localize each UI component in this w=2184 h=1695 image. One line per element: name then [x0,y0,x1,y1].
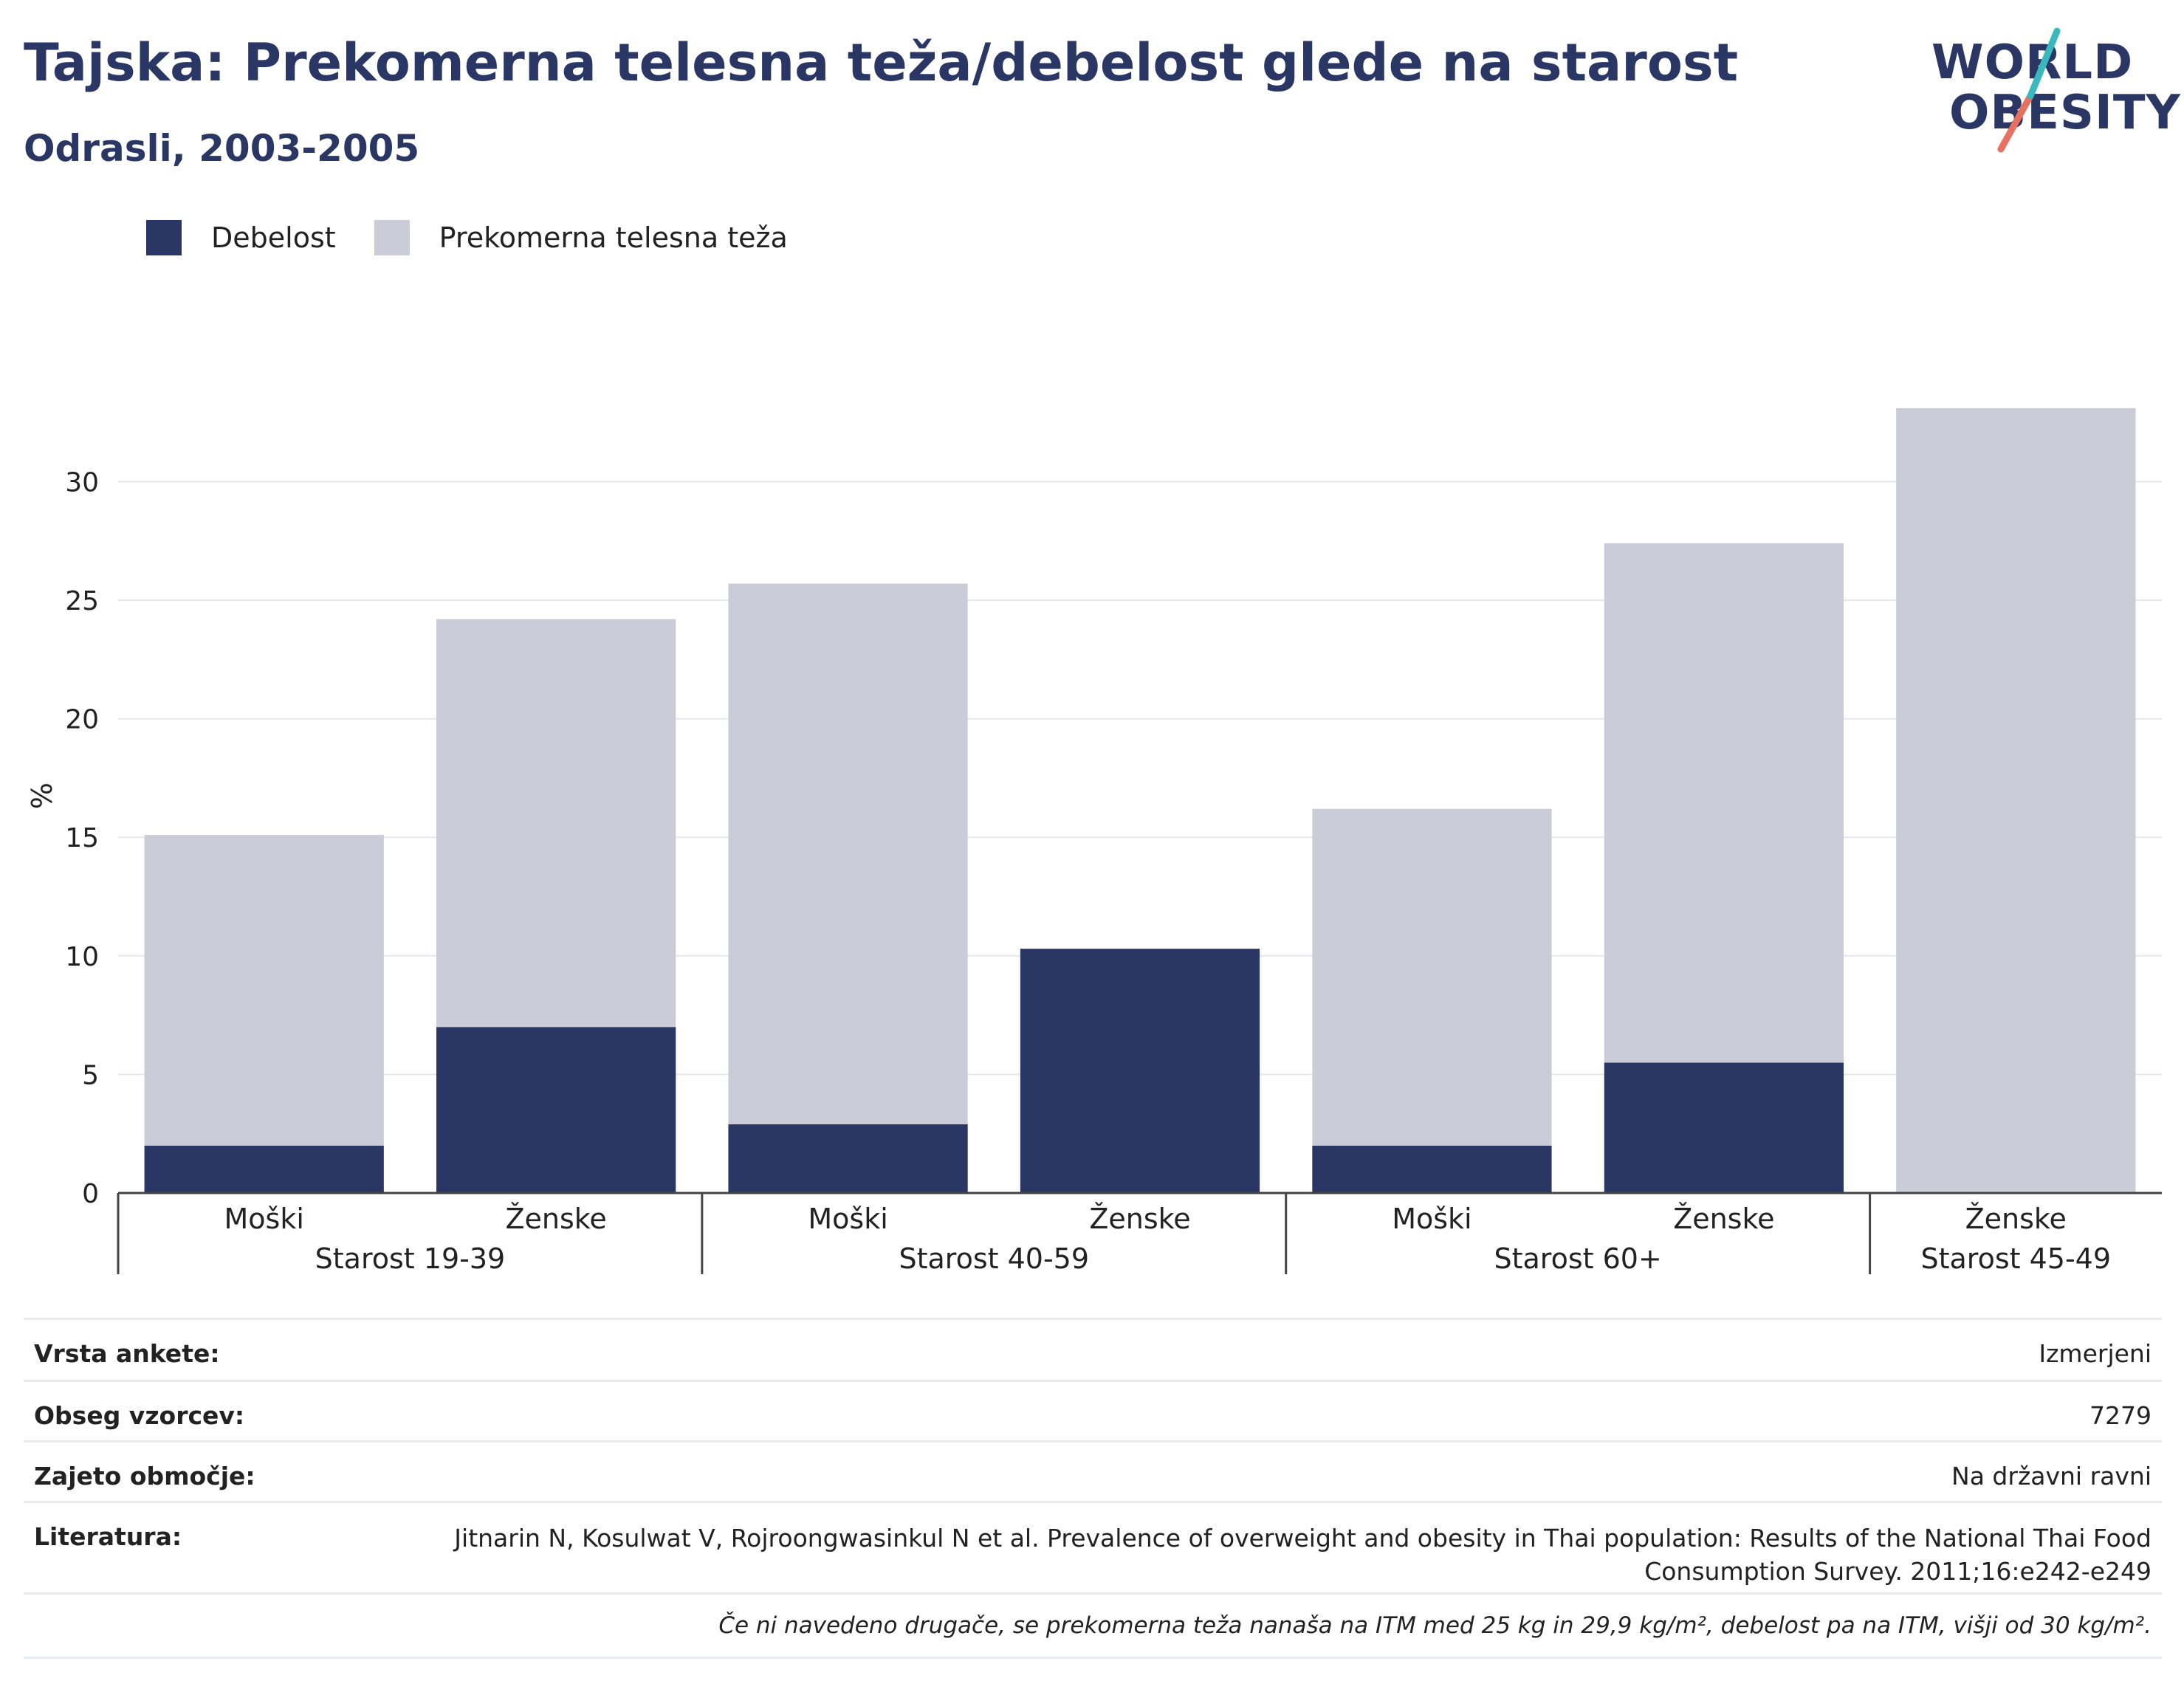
legend-item-obesity[interactable]: Debelost [146,220,336,255]
bar-obesity[interactable] [1020,949,1260,1193]
legend-label-overweight: Prekomerna telesna teža [439,221,788,254]
bar-overweight[interactable] [728,583,968,1124]
y-tick-label: 10 [65,942,99,972]
bar-overweight[interactable] [436,619,676,1028]
bar-obesity[interactable] [1604,1062,1844,1193]
bar-obesity[interactable] [728,1124,968,1193]
page-subtitle: Odrasli, 2003-2005 [24,127,420,170]
x-tick-label: Ženske [1089,1203,1190,1235]
y-tick-label: 25 [65,586,99,616]
legend-item-overweight[interactable]: Prekomerna telesna teža [374,220,788,255]
y-tick-label: 15 [65,823,99,853]
footnote: Če ni navedeno drugače, se prekomerna te… [24,1592,2162,1659]
group-label: Starost 45-49 [1921,1242,2112,1275]
bar-obesity[interactable] [1312,1145,1552,1193]
info-row-survey-type: Vrsta ankete: Izmerjeni [24,1318,2162,1380]
y-tick-label: 5 [82,1060,99,1090]
chart-legend: Debelost Prekomerna telesna teža [146,220,826,255]
group-label: Starost 19-39 [315,1242,506,1275]
bar-obesity[interactable] [144,1145,384,1193]
bar-obesity[interactable] [436,1027,676,1193]
bar-overweight[interactable] [1312,808,1552,1146]
info-value: Izmerjeni [2039,1339,2152,1368]
x-tick-label: Moški [224,1203,304,1235]
x-tick-label: Ženske [505,1203,606,1235]
bar-chart: 0 5 10 15 20 25 30% Moški Ženske Moški Ženske Moški… [26,408,2162,1275]
x-tick-label: Ženske [1673,1203,1774,1235]
logo-line2: OBESITY [1949,86,2181,140]
world-obesity-logo: WORLD OBESITY [1920,22,2180,162]
legend-label-obesity: Debelost [211,221,336,254]
bar-overweight[interactable] [144,834,384,1146]
x-tick-label: Ženske [1965,1203,2067,1235]
y-axis-label: % [26,783,58,809]
info-key: Obseg vzorcev: [34,1401,245,1430]
group-label: Starost 60+ [1494,1242,1661,1275]
info-value-reference[interactable]: Jitnarin N, Kosulwat V, Rojroongwasinkul… [454,1524,2152,1586]
info-value: 7279 [2089,1401,2152,1430]
info-key: Literatura: [34,1522,182,1551]
info-key: Vrsta ankete: [34,1339,220,1368]
x-tick-label: Moški [808,1203,887,1235]
logo-slash-icon [1997,27,2061,153]
logo-line1: WORLD [1931,35,2134,90]
info-value: Na državni ravni [1951,1462,2152,1491]
y-tick-label: 0 [82,1179,99,1209]
info-key: Zajeto območje: [34,1462,255,1491]
info-row-area-covered: Zajeto območje: Na državni ravni [24,1440,2162,1501]
legend-swatch-obesity [146,220,182,255]
info-row-literature: Literatura: Jitnarin N, Kosulwat V, Rojr… [24,1501,2162,1592]
info-row-sample-size: Obseg vzorcev: 7279 [24,1380,2162,1440]
x-tick-label: Moški [1392,1203,1472,1235]
legend-swatch-overweight [374,220,410,255]
group-label: Starost 40-59 [899,1242,1090,1275]
page-title: Tajska: Prekomerna telesna teža/debelost… [24,32,1739,93]
survey-info-table: Vrsta ankete: Izmerjeni Obseg vzorcev: 7… [24,1318,2162,1659]
y-tick-label: 20 [65,705,99,735]
y-tick-label: 30 [65,467,99,498]
bar-overweight[interactable] [1896,408,2136,1193]
bar-overweight[interactable] [1604,543,1844,1063]
